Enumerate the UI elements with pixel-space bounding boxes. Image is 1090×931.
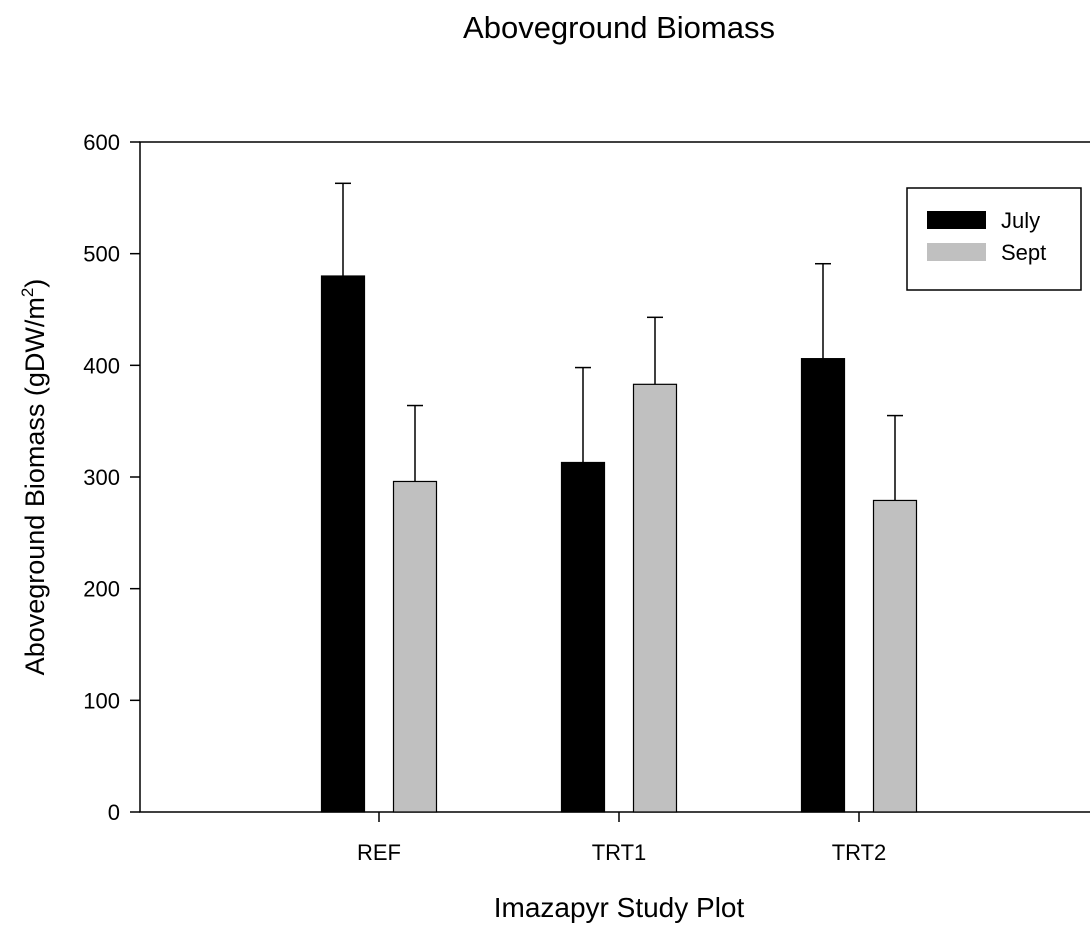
x-tick-label: REF bbox=[357, 840, 401, 865]
bar-sept-trt2 bbox=[872, 499, 918, 813]
y-tick-label: 600 bbox=[83, 130, 120, 155]
y-tick-label: 0 bbox=[108, 800, 120, 825]
bar-july-trt2 bbox=[800, 358, 846, 813]
x-tick-label: TRT2 bbox=[832, 840, 887, 865]
bar-sept-ref bbox=[392, 480, 438, 813]
y-axis-label-suffix: ) bbox=[20, 279, 50, 288]
bar-sept-trt1 bbox=[632, 383, 678, 813]
x-axis-label: Imazapyr Study Plot bbox=[494, 892, 745, 923]
y-tick-label: 200 bbox=[83, 577, 120, 602]
y-axis-label: Aboveground Biomass (gDW/m2) bbox=[18, 279, 50, 676]
y-tick-label: 400 bbox=[83, 353, 120, 378]
error-bars-group bbox=[335, 182, 903, 501]
legend: July Sept bbox=[906, 187, 1082, 291]
x-axis: REF TRT1 TRT2 bbox=[357, 812, 886, 865]
y-tick-label: 500 bbox=[83, 242, 120, 267]
y-tick-label: 300 bbox=[83, 465, 120, 490]
y-axis-label-main: Aboveground Biomass (gDW/m bbox=[20, 297, 50, 675]
bar-july-ref bbox=[320, 275, 366, 813]
x-tick-label: TRT1 bbox=[592, 840, 647, 865]
y-tick-label: 100 bbox=[83, 688, 120, 713]
y-axis: 0 100 200 300 400 500 600 bbox=[83, 130, 140, 825]
legend-label-july: July bbox=[1001, 208, 1040, 233]
legend-frame bbox=[906, 187, 1082, 291]
chart-title: Aboveground Biomass bbox=[463, 10, 775, 45]
legend-swatch-july bbox=[927, 211, 986, 229]
y-axis-label-superscript: 2 bbox=[18, 288, 37, 297]
legend-swatch-sept bbox=[927, 243, 986, 261]
legend-label-sept: Sept bbox=[1001, 240, 1046, 265]
bar-july-trt1 bbox=[560, 461, 606, 813]
bars-group bbox=[320, 275, 918, 813]
